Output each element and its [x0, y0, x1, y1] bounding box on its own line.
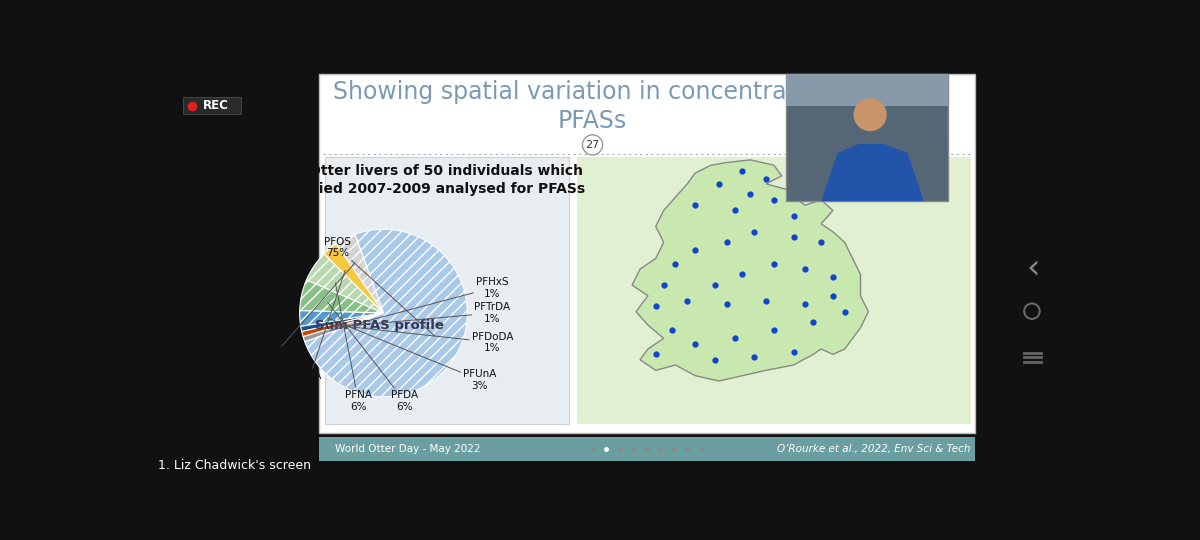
Text: PFNA
6%: PFNA 6% [335, 283, 372, 412]
Wedge shape [336, 234, 384, 313]
Text: Otter livers of 50 individuals which
died 2007-2009 analysed for PFASs: Otter livers of 50 individuals which die… [310, 164, 586, 197]
Bar [150, 65, 319, 481]
Text: World Otter Day - May 2022: World Otter Day - May 2022 [335, 444, 481, 454]
Circle shape [853, 98, 887, 131]
Text: PFDA
6%: PFDA 6% [328, 302, 418, 412]
Text: PFOSA
4%: PFOSA 4% [253, 263, 355, 370]
Bar [786, 74, 948, 201]
Text: PFOA
3%: PFOA 3% [294, 271, 346, 393]
Text: PFHxS
1%: PFHxS 1% [330, 277, 509, 330]
Text: 27: 27 [586, 140, 600, 150]
Polygon shape [632, 160, 869, 381]
Text: PFUnA
3%: PFUnA 3% [328, 318, 497, 391]
Bar [182, 97, 241, 114]
Text: PFOS
75%: PFOS 75% [324, 237, 434, 336]
Text: 1. Liz Chadwick's screen: 1. Liz Chadwick's screen [157, 458, 311, 472]
Text: REC: REC [203, 99, 228, 112]
Text: PFTrDA
1%: PFTrDA 1% [330, 302, 510, 328]
Bar [577, 157, 971, 423]
Wedge shape [305, 229, 467, 397]
Bar [786, 74, 948, 106]
Text: ‹: ‹ [1027, 252, 1040, 285]
Wedge shape [301, 313, 384, 332]
Text: O’Rourke et al., 2022, Env Sci & Tech: O’Rourke et al., 2022, Env Sci & Tech [778, 444, 971, 454]
Polygon shape [821, 144, 924, 201]
Bar [150, 461, 1080, 481]
Wedge shape [306, 254, 384, 313]
Bar [319, 437, 974, 461]
Circle shape [582, 135, 602, 155]
Text: Showing spatial variation in concentrations:
PFASs: Showing spatial variation in concentrati… [332, 79, 852, 133]
Wedge shape [324, 244, 384, 313]
Text: PFDoDA
1%: PFDoDA 1% [329, 325, 514, 353]
Wedge shape [300, 280, 384, 313]
Wedge shape [304, 313, 384, 342]
Wedge shape [301, 313, 384, 336]
Bar [974, 65, 1080, 481]
Bar [319, 74, 974, 433]
Text: Sum PFAS profile: Sum PFAS profile [314, 319, 444, 332]
Wedge shape [300, 310, 384, 326]
Bar [325, 157, 569, 423]
